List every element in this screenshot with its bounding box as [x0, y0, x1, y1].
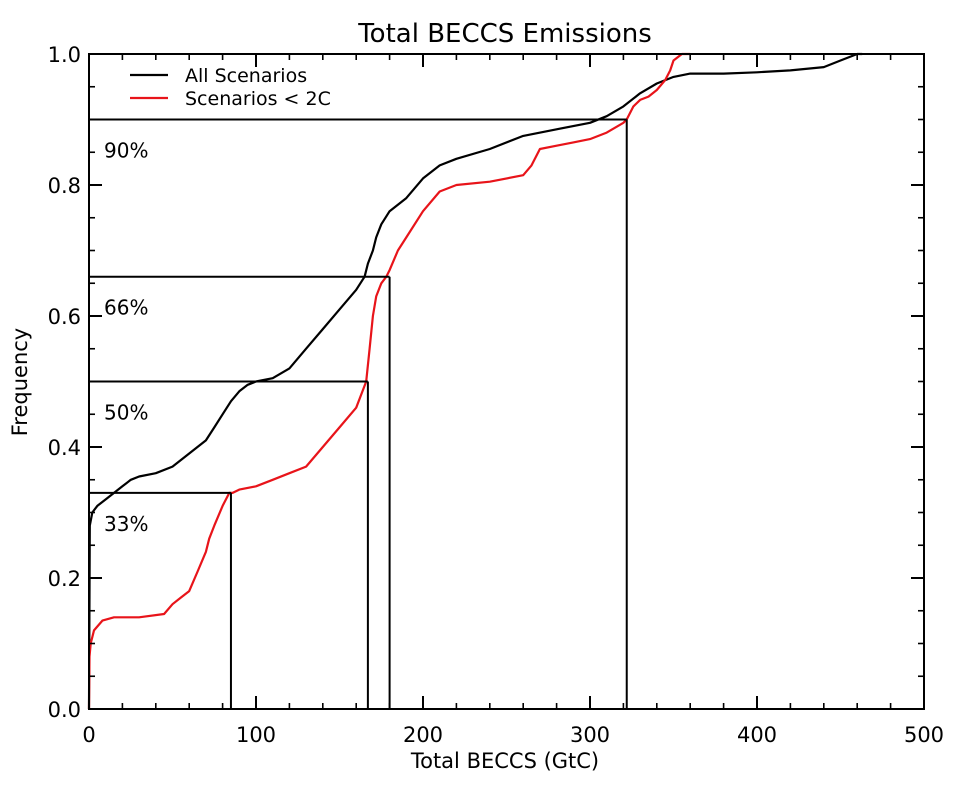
y-tick-label: 0.0: [48, 698, 81, 722]
y-tick-label: 0.2: [48, 567, 81, 591]
x-tick-label: 0: [82, 723, 95, 747]
threshold-lines-layer: 33% 50% 66% 90%: [89, 118, 628, 709]
x-tick-label: 400: [737, 723, 777, 747]
x-tick-label: 300: [570, 723, 610, 747]
y-tick-label: 0.4: [48, 436, 81, 460]
series-line-scenarios-below-2c: [87, 52, 691, 710]
threshold-label-50pct: 50%: [104, 401, 148, 425]
y-tick-label: 0.6: [48, 305, 81, 329]
x-tick-label: 500: [904, 723, 944, 747]
ticks-layer: 0 100 200 300 400 500 0.0 0.2 0.4 0.6 0.8 1.0: [48, 43, 944, 747]
threshold-label-33pct: 33%: [104, 512, 148, 536]
x-tick-label: 100: [236, 723, 276, 747]
x-axis-label: Total BECCS (GtC): [410, 749, 599, 773]
y-axis-label: Frequency: [8, 328, 32, 437]
threshold-label-66pct: 66%: [104, 296, 148, 320]
x-tick-label: 200: [403, 723, 443, 747]
curves-layer: [87, 52, 863, 710]
legend-label: Scenarios < 2C: [185, 88, 331, 110]
y-tick-label: 0.8: [48, 174, 81, 198]
legend-label: All Scenarios: [185, 65, 307, 87]
chart-title: Total BECCS Emissions: [357, 19, 652, 49]
threshold-label-90pct: 90%: [104, 139, 148, 163]
y-tick-label: 1.0: [48, 43, 81, 67]
